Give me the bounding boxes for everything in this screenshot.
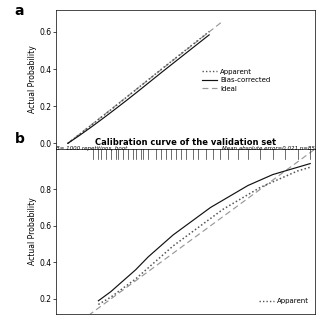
- Y-axis label: Actual Probability: Actual Probability: [28, 197, 37, 265]
- Text: B= 1000 repetitions, boot: B= 1000 repetitions, boot: [56, 147, 127, 151]
- Legend: Apparent, Bias-corrected, Ideal: Apparent, Bias-corrected, Ideal: [199, 66, 273, 94]
- Text: a: a: [14, 4, 24, 18]
- Title: Calibration curve of the validation set: Calibration curve of the validation set: [95, 138, 276, 147]
- Legend: Apparent: Apparent: [256, 295, 312, 307]
- Text: b: b: [14, 132, 24, 147]
- Y-axis label: Actual Probability: Actual Probability: [28, 45, 37, 113]
- X-axis label: Nomogram Predicted Probability: Nomogram Predicted Probability: [123, 164, 248, 172]
- Text: Mean absolute error=0.021 n=85: Mean absolute error=0.021 n=85: [222, 147, 315, 151]
